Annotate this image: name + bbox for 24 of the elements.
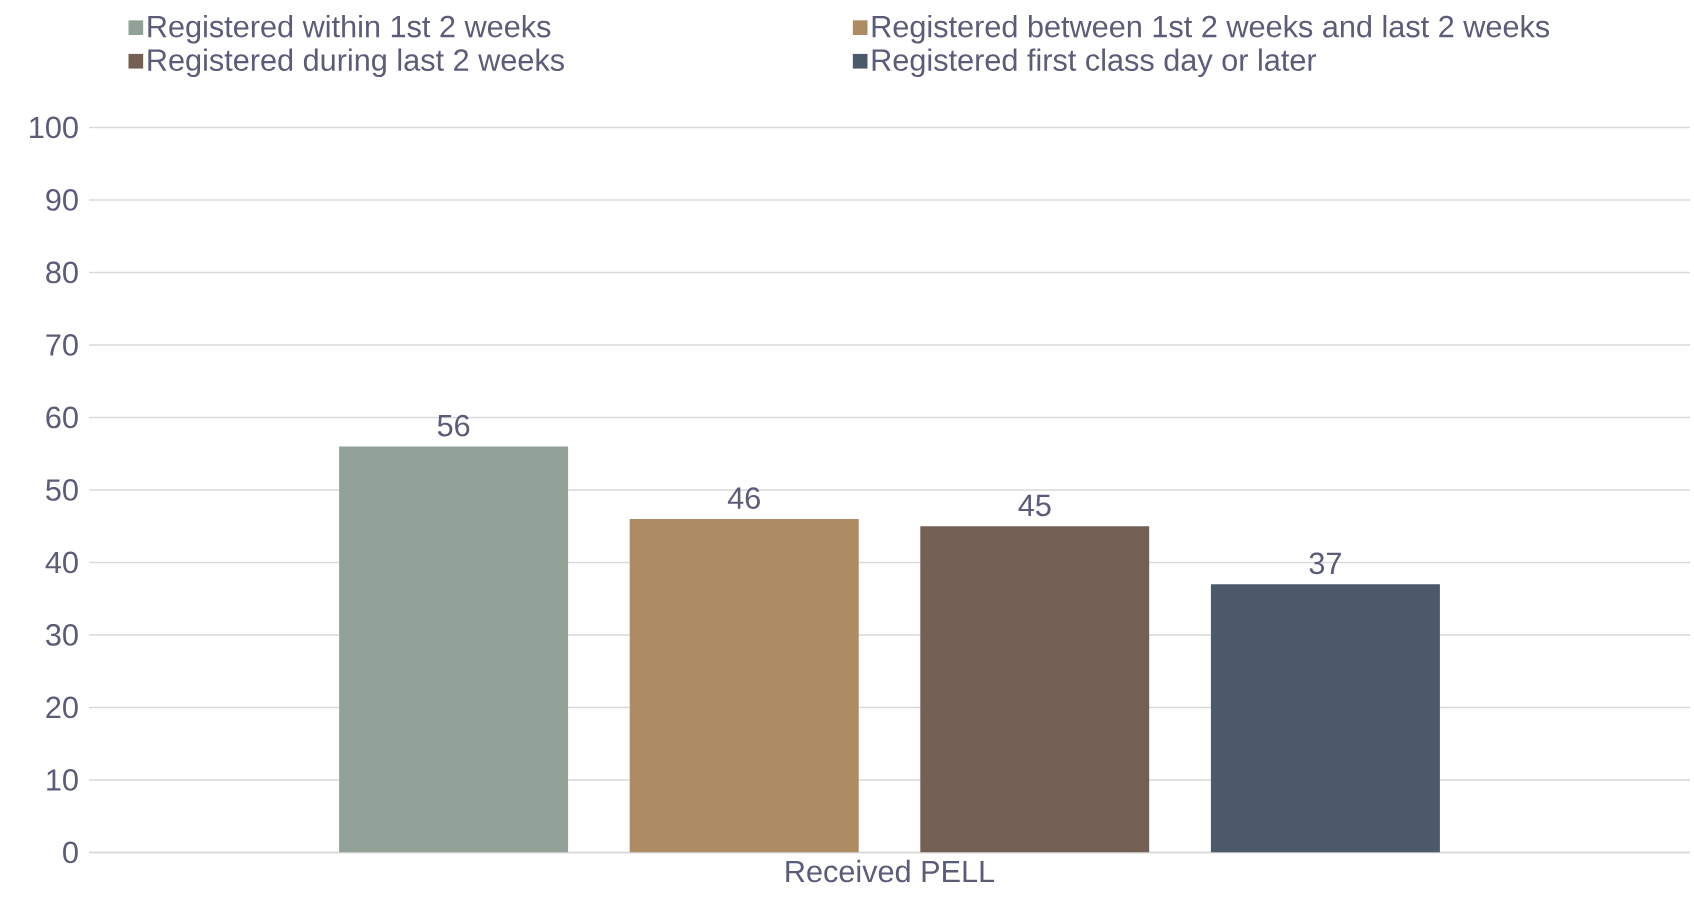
y-tick-label: 90 [46, 189, 78, 211]
data-label: 56 [437, 414, 470, 437]
x-tick-label: Received PELL [786, 859, 995, 883]
y-tick-label: 0 [63, 841, 78, 864]
bar [920, 526, 1150, 853]
y-tick-label: 40 [45, 551, 78, 574]
y-tick-label: 80 [46, 261, 78, 284]
y-tick-label: 100 [30, 116, 78, 139]
y-tick-label: 60 [46, 406, 78, 429]
legend-label: Registered first class day or later [872, 48, 1317, 78]
y-tick-label: 30 [46, 624, 78, 646]
data-label: 37 [1309, 552, 1341, 575]
legend-label: Registered within 1st 2 weeks [148, 14, 551, 44]
y-tick-label: 50 [46, 479, 78, 501]
y-tick-label: 10 [47, 769, 78, 791]
bar [339, 446, 569, 853]
legend-label: Registered between 1st 2 weeks and last 2 weeks [872, 14, 1550, 44]
y-tick-label: 20 [46, 696, 78, 719]
data-label: 45 [1018, 494, 1051, 517]
y-tick-label: 70 [46, 334, 78, 356]
data-label: 46 [727, 487, 760, 509]
bar [1210, 584, 1440, 853]
legend-label: Registered during last 2 weeks [148, 48, 564, 78]
bar [629, 518, 859, 853]
